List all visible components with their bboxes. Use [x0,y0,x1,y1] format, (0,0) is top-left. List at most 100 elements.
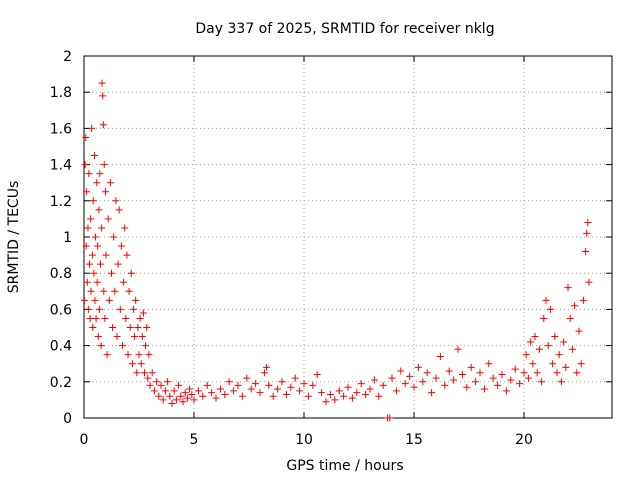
data-point [340,392,348,400]
data-point [463,383,471,391]
data-point [135,351,143,359]
data-point [112,197,120,205]
data-point [450,376,458,384]
y-axis-label: SRMTID / TECUs [6,181,22,294]
data-point [573,369,581,377]
data-point [551,333,559,341]
data-point [128,360,136,368]
data-point [582,247,590,255]
data-point [88,124,96,132]
data-point [243,374,251,382]
data-point [419,378,427,386]
data-point [304,392,312,400]
data-point [96,170,104,178]
y-tick-label: 0.8 [50,266,72,282]
data-point [300,380,308,388]
data-point [172,396,180,404]
data-point [265,381,273,389]
data-point [166,392,174,400]
data-point [100,161,108,169]
data-point [544,342,552,350]
data-point [406,372,414,380]
data-point [117,242,125,250]
x-tick-label: 20 [515,432,533,448]
y-tick-label: 1.6 [50,121,72,137]
data-point [366,385,374,393]
data-point [92,314,100,322]
data-point [553,369,561,377]
data-point [472,378,480,386]
data-point [555,351,563,359]
data-point [353,389,361,397]
data-point [83,188,91,196]
data-point [516,380,524,388]
data-point [370,376,378,384]
data-point [123,251,131,259]
data-point [127,269,135,277]
data-point [335,387,343,395]
data-point [278,378,286,386]
data-point [454,345,462,353]
data-point [225,378,233,386]
data-point [511,365,519,373]
data-point [134,324,142,331]
data-point [287,383,295,391]
data-point [98,224,106,232]
data-point [139,309,147,317]
y-tick-label: 0 [63,411,72,427]
data-point [467,363,475,371]
data-point [564,284,572,292]
data-point [100,287,108,295]
data-point [138,333,146,341]
data-point [95,206,103,214]
data-point [199,392,207,400]
data-point [535,345,543,353]
data-point [181,389,189,397]
data-point [585,278,593,286]
data-point [148,369,156,377]
data-point [188,390,196,398]
data-point [322,398,330,406]
data-point [282,390,290,398]
data-point [116,305,124,313]
y-tick-label: 0.2 [50,375,72,391]
data-point [583,229,591,237]
data-point [190,396,198,404]
data-point [93,278,101,286]
data-point [575,327,583,335]
data-point [557,378,565,386]
y-tick-label: 1.8 [50,85,72,101]
x-tick-label: 15 [405,432,423,448]
data-point [540,314,548,322]
data-point [571,302,579,310]
data-point [164,378,172,386]
data-point [104,215,112,223]
data-point [125,287,133,295]
data-point [531,333,539,341]
data-point [234,381,242,389]
data-point [522,351,530,359]
data-point [108,269,115,277]
data-point [97,260,104,268]
data-point [111,287,119,295]
data-point [436,352,444,360]
data-point [86,314,94,322]
data-point [142,342,150,350]
data-point [157,381,165,389]
data-point [98,79,106,87]
data-point [91,296,99,304]
data-point [93,179,101,187]
data-point [397,367,405,375]
grid-lines [84,56,612,418]
data-point [87,215,95,223]
data-point [80,296,88,304]
data-point [296,387,304,395]
data-point [318,389,326,397]
data-point [136,314,144,322]
data-point [230,387,238,395]
data-point [203,381,211,389]
data-point [344,383,352,391]
data-point [256,389,264,397]
data-point [89,324,97,331]
